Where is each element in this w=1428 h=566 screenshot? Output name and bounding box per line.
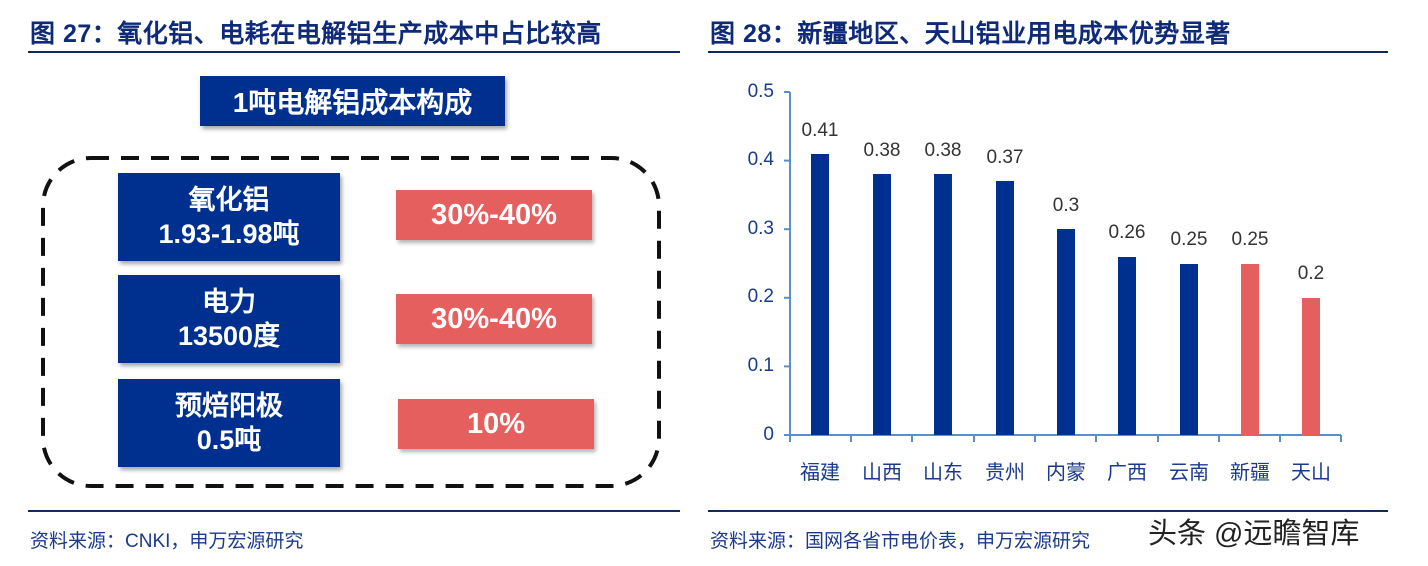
y-tick: 0.1	[747, 355, 774, 376]
bar-neimeng	[1057, 229, 1075, 435]
data-label: 0.41	[801, 120, 839, 141]
right-figure-title: 图 28：新疆地区、天山铝业用电成本优势显著	[710, 20, 1231, 48]
item-amount: 13500度	[177, 321, 281, 351]
bar-shandong	[934, 174, 952, 435]
x-label: 山东	[923, 462, 963, 484]
left-title-rule	[28, 51, 680, 53]
data-label: 0.25	[1170, 229, 1208, 250]
watermark: 头条 @远瞻智库	[1148, 518, 1360, 550]
share-anode: 10%	[398, 399, 594, 449]
data-label: 0.25	[1231, 229, 1269, 250]
y-tick: 0	[763, 424, 774, 445]
data-label: 0.3	[1052, 195, 1080, 216]
x-label: 天山	[1291, 462, 1331, 484]
item-electricity: 电力 13500度	[118, 275, 340, 363]
bar-tianshan	[1302, 297, 1320, 435]
left-source: 资料来源：CNKI，申万宏源研究	[30, 531, 304, 552]
y-tick: 0.2	[747, 286, 774, 307]
bar-shanxi	[873, 174, 891, 435]
item-name: 电力	[202, 287, 256, 317]
bar-xinjiang	[1241, 263, 1259, 435]
item-anode: 预焙阳极 0.5吨	[118, 379, 340, 467]
right-source-rule	[708, 510, 1388, 512]
bar-fujian	[811, 153, 829, 435]
data-label: 0.37	[986, 147, 1024, 168]
x-label: 新疆	[1230, 462, 1270, 484]
item-amount: 0.5吨	[196, 425, 262, 455]
item-name: 氧化铝	[188, 185, 270, 215]
bar-guizhou	[996, 181, 1014, 435]
x-label: 云南	[1169, 462, 1209, 484]
x-label: 山西	[862, 462, 902, 484]
item-amount: 1.93-1.98吨	[158, 219, 300, 249]
y-tick: 0.5	[747, 81, 774, 102]
x-label: 内蒙	[1046, 462, 1086, 484]
data-label: 0.2	[1297, 263, 1325, 284]
cost-structure-header: 1吨电解铝成本构成	[200, 76, 505, 126]
y-tick: 0.3	[747, 218, 774, 239]
data-label: 0.38	[924, 140, 962, 161]
share-electricity: 30%-40%	[396, 294, 592, 344]
left-figure-title: 图 27：氧化铝、电耗在电解铝生产成本中占比较高	[30, 20, 602, 48]
x-label: 福建	[800, 462, 840, 484]
x-label: 贵州	[985, 462, 1025, 484]
right-source: 资料来源：国网各省市电价表，申万宏源研究	[710, 531, 1091, 552]
right-title-rule	[708, 51, 1388, 53]
item-alumina: 氧化铝 1.93-1.98吨	[118, 173, 340, 261]
bar-guangxi	[1118, 256, 1136, 435]
share-alumina: 30%-40%	[396, 190, 592, 240]
left-source-rule	[28, 510, 680, 512]
y-tick: 0.4	[747, 149, 774, 170]
data-label: 0.26	[1108, 222, 1146, 243]
x-label: 广西	[1107, 462, 1147, 484]
item-name: 预焙阳极	[175, 391, 283, 421]
data-label: 0.38	[863, 140, 901, 161]
bar-yunnan	[1180, 263, 1198, 435]
